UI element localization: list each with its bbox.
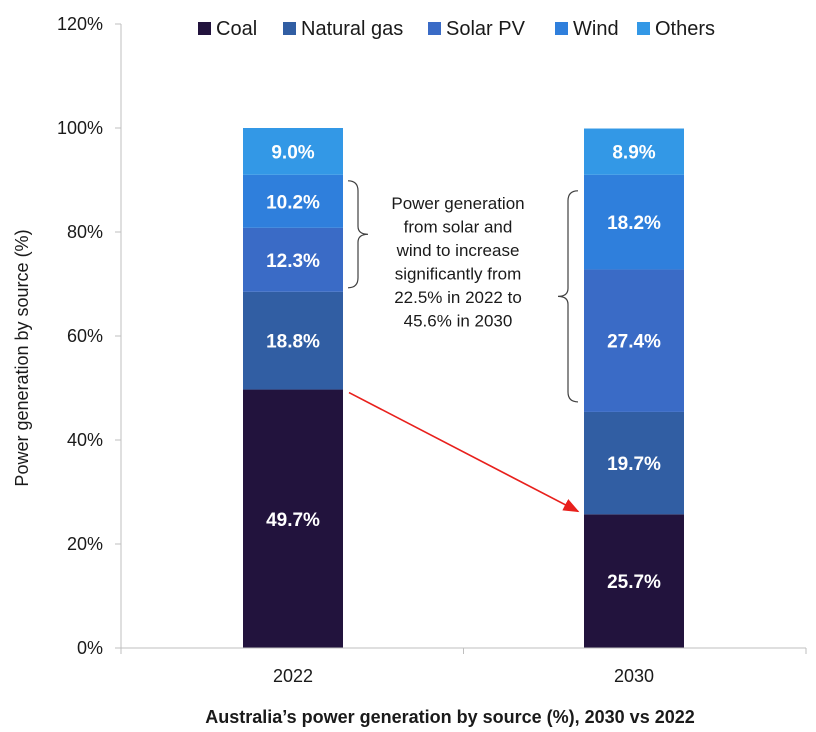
legend-swatch: [283, 22, 296, 35]
bar-segment: [584, 514, 684, 648]
y-tick-label: 0%: [77, 638, 103, 658]
legend-swatch: [555, 22, 568, 35]
bar-data-label: 25.7%: [607, 572, 661, 593]
bar-segment: [584, 174, 684, 270]
bar-data-label: 49.7%: [266, 510, 320, 531]
legend-label: Natural gas: [301, 18, 403, 40]
bar-segment: [243, 389, 343, 648]
annotations: Power generation from solar and wind to in…: [347, 180, 580, 513]
legend-swatch: [637, 22, 650, 35]
y-tick-label: 120%: [57, 14, 103, 34]
bar-segment: [584, 269, 684, 412]
bar-segment: [584, 411, 684, 515]
legend-swatch: [428, 22, 441, 35]
annotation-text-line: significantly from: [395, 265, 522, 284]
bar-data-label: 27.4%: [607, 332, 661, 353]
bar-data-label: 18.8%: [266, 332, 320, 353]
curly-brace: [557, 190, 579, 403]
annotation-text-line: Power generation: [391, 194, 524, 213]
x-axis: 2022 2030: [120, 647, 807, 686]
bar-segment: [584, 128, 684, 175]
bar-data-label: 8.9%: [612, 143, 655, 164]
legend-label: Coal: [216, 18, 257, 40]
bar-segment: [243, 291, 343, 390]
legend: Coal Natural gas Solar PV Wind Others: [198, 18, 715, 40]
y-tick-label: 40%: [67, 430, 103, 450]
annotation-text-line: 22.5% in 2022 to: [394, 288, 522, 307]
coal-decline-arrow: [348, 391, 580, 513]
bar-data-label: 10.2%: [266, 192, 320, 213]
y-tick-label: 100%: [57, 118, 103, 138]
bar-segment: [243, 227, 343, 292]
bar-segment: [243, 174, 343, 228]
y-tick-label: 20%: [67, 534, 103, 554]
legend-swatch: [198, 22, 211, 35]
bar-data-label: 12.3%: [266, 251, 320, 272]
x-tick-label: 2030: [614, 666, 654, 686]
y-tick-label: 80%: [67, 222, 103, 242]
annotation-text-line: wind to increase: [396, 241, 520, 260]
y-tick-label: 60%: [67, 326, 103, 346]
curly-brace: [347, 180, 369, 289]
annotation-text-line: from solar and: [404, 218, 513, 237]
y-axis-title: Power generation by source (%): [12, 229, 32, 486]
legend-label: Wind: [573, 18, 619, 40]
annotation-text-line: 45.6% in 2030: [404, 312, 513, 331]
bar-data-label: 9.0%: [271, 142, 314, 163]
x-axis-title: Australia’s power generation by source (…: [205, 707, 695, 727]
legend-label: Solar PV: [446, 18, 526, 40]
y-axis: 0% 20% 40% 60% 80% 100% 120%: [57, 14, 122, 658]
legend-label: Others: [655, 18, 715, 40]
bar-stacks: 49.7% 18.8% 12.3% 10.2% 9.0% 25.7% 19.7% 27.4% 1…: [243, 128, 684, 648]
x-tick-label: 2022: [273, 666, 313, 686]
bar-data-label: 19.7%: [607, 454, 661, 475]
bar-data-label: 18.2%: [607, 213, 661, 234]
bar-segment: [243, 128, 343, 175]
